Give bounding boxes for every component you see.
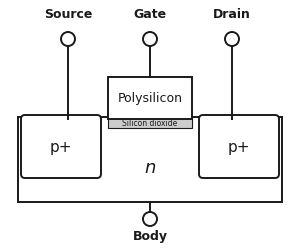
Text: p+: p+ [50,140,72,154]
Circle shape [143,212,157,226]
Circle shape [143,33,157,47]
Bar [108,78,192,120]
Text: p+: p+ [228,140,250,154]
Text: Body: Body [133,230,167,242]
Circle shape [61,33,75,47]
Text: Drain: Drain [213,8,251,20]
Circle shape [225,33,239,47]
FancyBboxPatch shape [21,116,101,178]
Bar [18,118,282,202]
Text: Source: Source [44,8,92,20]
Text: Polysilicon: Polysilicon [118,92,182,105]
Text: Silicon dioxide: Silicon dioxide [122,118,178,128]
Text: n: n [144,158,156,176]
Text: Gate: Gate [134,8,166,20]
FancyBboxPatch shape [199,116,279,178]
Bar [108,118,192,128]
